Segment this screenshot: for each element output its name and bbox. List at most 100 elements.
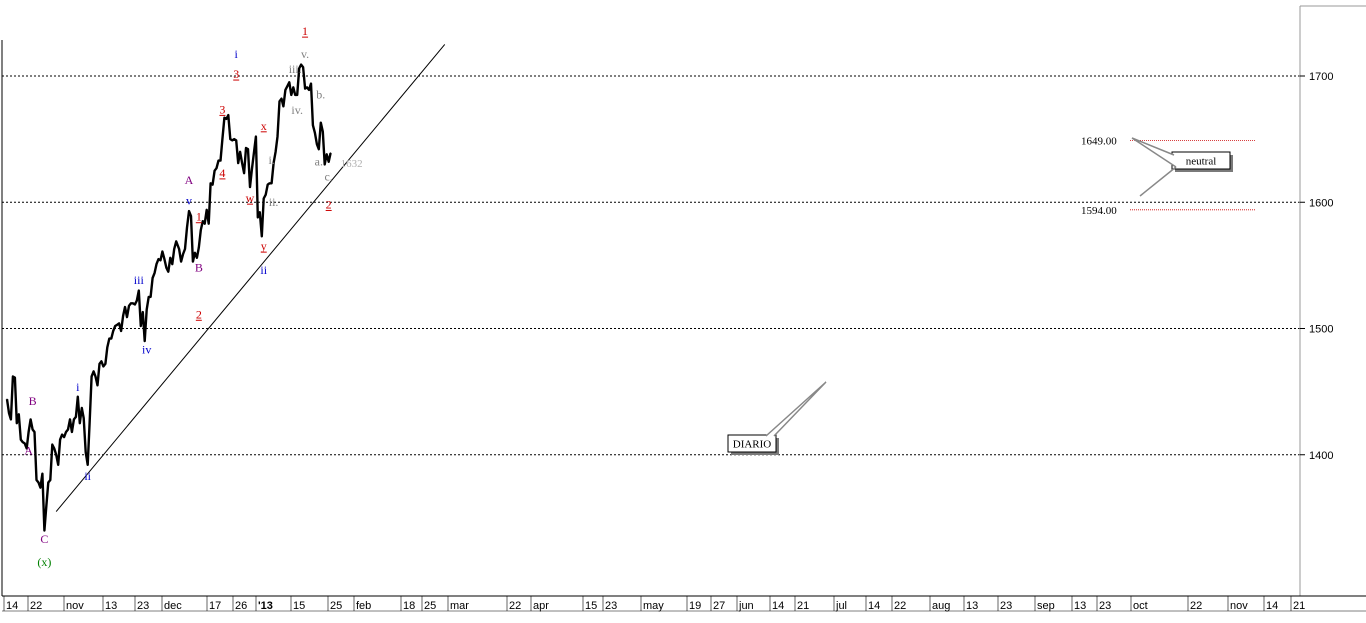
- price-point: [280, 98, 283, 100]
- price-point: [206, 209, 208, 211]
- price-point: [198, 247, 200, 249]
- price-point: [138, 290, 140, 292]
- callout-pointer: [1131, 137, 1177, 168]
- wave-label: i.: [268, 153, 274, 167]
- x-tick-label: apr: [533, 600, 549, 612]
- x-tick-label: 15: [585, 600, 597, 612]
- wave-label: y: [261, 239, 267, 253]
- price-point: [39, 487, 42, 489]
- price-point: [94, 375, 97, 378]
- price-line-shadow: [6, 63, 332, 531]
- price-point: [184, 248, 186, 250]
- price-point: [126, 316, 128, 318]
- price-point: [6, 398, 8, 400]
- price-point: [45, 505, 47, 508]
- price-point: [286, 85, 288, 87]
- price-point: [263, 197, 265, 200]
- price-point: [282, 105, 284, 107]
- price-point: [124, 306, 126, 308]
- price-point: [83, 417, 85, 419]
- price-point: [227, 114, 229, 116]
- price-point: [110, 338, 112, 340]
- price-point: [152, 277, 154, 279]
- wave-label: i: [235, 47, 239, 61]
- price-point: [8, 412, 10, 414]
- price-point: [235, 139, 237, 141]
- price-point: [47, 481, 49, 484]
- price-point: [132, 302, 134, 304]
- wave-label: ii: [84, 469, 91, 483]
- price-point: [20, 439, 22, 441]
- price-point: [322, 131, 324, 133]
- x-tick-label: 14: [772, 600, 784, 612]
- x-tick-label: 25: [424, 600, 436, 612]
- price-point: [312, 124, 314, 126]
- x-tick-label: 19: [689, 600, 701, 612]
- wave-label: iii: [134, 273, 145, 287]
- price-point: [215, 167, 218, 169]
- wave-label: 2: [326, 197, 332, 211]
- callout-box: [727, 434, 777, 453]
- series-layer: 1632: [5, 63, 363, 532]
- price-point: [259, 211, 261, 213]
- price-point: [155, 263, 158, 265]
- price-point: [26, 447, 28, 449]
- price-point: [320, 122, 322, 124]
- price-point: [169, 257, 171, 259]
- wave-label: 1: [302, 24, 308, 38]
- wave-label: i: [76, 380, 80, 394]
- price-point: [214, 170, 216, 172]
- y-tick-label: 1700: [1309, 71, 1333, 83]
- price-point: [314, 132, 316, 134]
- price-point: [12, 375, 14, 378]
- price-point: [41, 473, 44, 475]
- price-point: [140, 325, 142, 327]
- price-point: [231, 139, 233, 141]
- price-point: [223, 117, 225, 119]
- price-point: [104, 363, 106, 365]
- price-point: [171, 263, 173, 265]
- y-tick-label: 1600: [1309, 197, 1333, 209]
- price-point: [237, 162, 239, 164]
- price-point: [108, 338, 110, 340]
- x-tick-label: 14: [1266, 600, 1278, 612]
- price-point: [59, 439, 61, 441]
- x-tick-label: 21: [1293, 600, 1305, 612]
- wave-label: w: [246, 191, 255, 205]
- price-point: [200, 229, 202, 231]
- x-tick-label: 23: [605, 600, 617, 612]
- price-point: [16, 422, 18, 424]
- price-point: [73, 418, 75, 420]
- price-point: [306, 86, 308, 88]
- price-point: [144, 340, 146, 342]
- price-point: [324, 163, 326, 165]
- x-tick-label: 13: [966, 600, 978, 612]
- price-point: [65, 431, 67, 433]
- price-point: [330, 152, 332, 154]
- price-point: [51, 444, 53, 446]
- price-point: [159, 259, 162, 261]
- price-point: [182, 253, 184, 255]
- price-point: [154, 272, 156, 274]
- price-point: [150, 296, 152, 298]
- x-tick-label: oct: [1133, 600, 1148, 612]
- price-point: [161, 250, 163, 253]
- wave-label: b.: [316, 87, 325, 101]
- x-tick-label: 15: [293, 600, 305, 612]
- price-point: [22, 441, 24, 443]
- price-point: [275, 151, 277, 153]
- x-tick-label: jul: [835, 600, 847, 612]
- wave-label: 4: [219, 166, 225, 180]
- price-point: [30, 418, 32, 420]
- price-point: [75, 416, 77, 418]
- price-point: [290, 94, 292, 96]
- wave-label: a.: [315, 155, 323, 169]
- price-point: [178, 248, 180, 250]
- price-point: [296, 94, 298, 96]
- x-tick-label: 13: [105, 600, 117, 612]
- price-point: [146, 309, 148, 311]
- price-point: [112, 330, 114, 332]
- price-point: [217, 160, 220, 162]
- x-tick-label: 23: [137, 600, 149, 612]
